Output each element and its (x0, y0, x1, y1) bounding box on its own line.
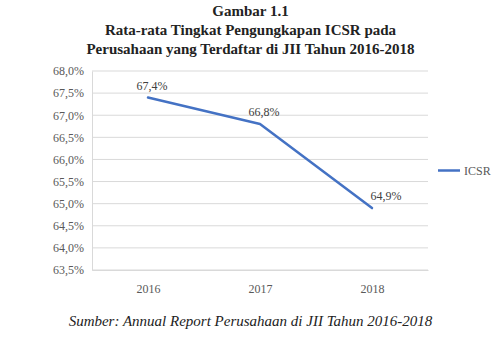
x-tick-label: 2017 (249, 282, 273, 296)
y-tick: 67,0% (53, 109, 92, 123)
grid-line (92, 181, 428, 182)
legend: ICSR (438, 164, 491, 178)
legend-swatch (438, 169, 460, 172)
x-tick: 2018 (361, 270, 385, 296)
grid-line (92, 137, 428, 138)
data-label: 66,8% (249, 105, 280, 119)
grid-line (92, 71, 428, 72)
annotation: Sumber: Annual Report Perusahaan di JII … (69, 313, 433, 329)
grid-line (92, 159, 428, 160)
data-labels: 67,4% 66,8% 64,9% (137, 79, 402, 204)
x-tick-label: 2016 (137, 282, 161, 296)
y-tick: 63,5% (53, 263, 92, 277)
y-tick-label: 67,0% (53, 109, 84, 123)
data-label: 67,4% (137, 79, 168, 93)
y-axis: 63,5% 64,0% 64,5% 65,0% 65,5% 66,0% 66,5% 67,0%… (53, 64, 93, 277)
x-tick: 2016 (137, 270, 161, 296)
grid-line (92, 93, 428, 94)
line (148, 98, 372, 209)
x-tick: 2017 (249, 270, 273, 296)
grid (92, 71, 428, 270)
subtitle: Perusahaan yang Terdaftar di JII Tahun 2… (86, 41, 414, 57)
y-tick-label: 65,0% (53, 197, 84, 211)
data-label: 64,9% (371, 189, 402, 203)
y-tick-label: 67,5% (53, 86, 84, 100)
y-tick: 64,0% (53, 241, 92, 255)
x-axis: 2016 2017 2018 (93, 270, 429, 296)
y-tick: 64,5% (53, 219, 92, 233)
y-tick-label: 68,0% (53, 64, 84, 78)
grid-line (92, 270, 428, 271)
legend-label: ICSR (464, 164, 491, 178)
x-tick-label: 2018 (361, 282, 385, 296)
grid-line (92, 247, 428, 248)
y-tick-label: 63,5% (53, 263, 84, 277)
y-tick: 65,5% (53, 175, 92, 189)
y-tick-label: 66,5% (53, 131, 84, 145)
y-tick-label: 64,5% (53, 219, 84, 233)
y-axis-line (92, 72, 93, 271)
y-tick-label: 64,0% (53, 241, 84, 255)
subtitle: Rata-rata Tingkat Pengungkapan ICSR pada (105, 22, 397, 38)
grid-line (92, 203, 428, 204)
y-tick: 66,5% (53, 131, 92, 145)
title: Gambar 1.1 (212, 3, 288, 19)
y-tick: 67,5% (53, 86, 92, 100)
y-tick: 68,0% (53, 64, 92, 78)
plot-area (148, 98, 372, 209)
y-tick-label: 66,0% (53, 153, 84, 167)
y-tick-label: 65,5% (53, 175, 84, 189)
chart: Gambar 1.1 Rata-rata Tingkat Pengungkapan… (0, 0, 501, 346)
grid-line (92, 225, 428, 226)
x-axis-line (93, 270, 429, 271)
y-tick: 66,0% (53, 153, 92, 167)
y-tick: 65,0% (53, 197, 92, 211)
